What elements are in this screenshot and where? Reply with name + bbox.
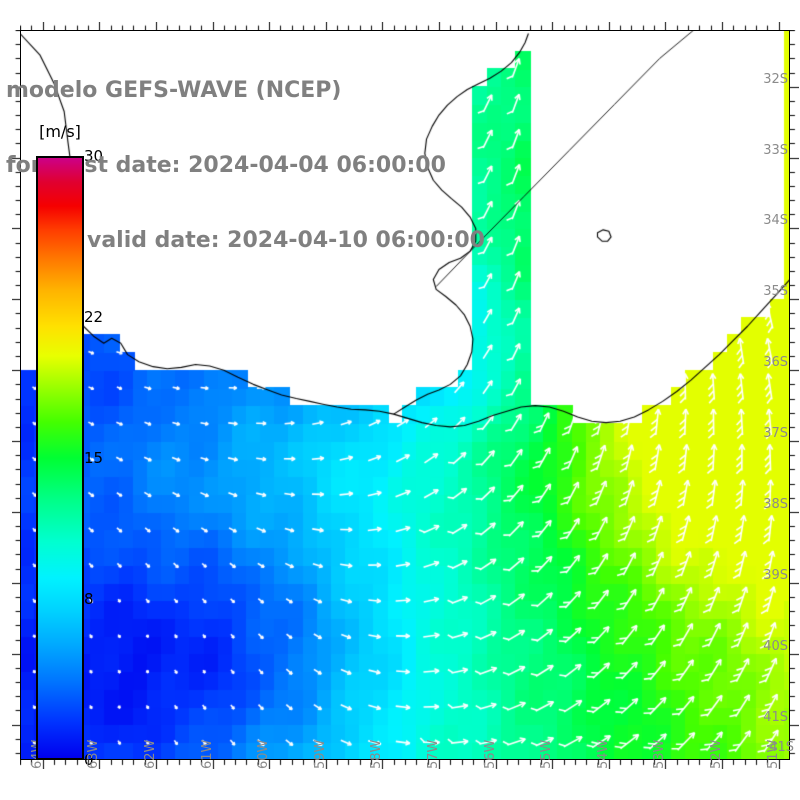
right-axis-ticks xyxy=(790,30,799,760)
colorbar-units-label: [m/s] xyxy=(39,122,81,141)
lon-tick-54W: 54W xyxy=(595,739,611,769)
lon-tick-58W: 58W xyxy=(369,739,385,769)
left-axis-ticks xyxy=(12,30,20,760)
bottom-axis-ticks xyxy=(20,760,790,769)
forecast-date-label: forecast date: 2024-04-04 06:00:00 xyxy=(6,153,446,178)
lat-tick-41S: 41S xyxy=(763,709,788,725)
map-plot-area xyxy=(20,30,790,760)
colorbar-tick-30: 30 xyxy=(84,147,104,165)
lat-tick-32S: 32S xyxy=(763,71,788,87)
lon-tick-61W: 61W xyxy=(199,739,215,769)
lat-tick-34S: 34S xyxy=(763,213,788,229)
lon-tick-63W: 63W xyxy=(86,739,102,769)
title-block: modelo GEFS-WAVE (NCEP) forecast date: 2… xyxy=(6,28,566,303)
lon-tick-60W: 60W xyxy=(256,739,272,769)
colorbar-tick-22: 22 xyxy=(84,308,104,327)
lon-tick-55W: 55W xyxy=(539,739,555,769)
lat-tick-40S: 40S xyxy=(763,638,788,654)
lon-tick-51W: 51W xyxy=(765,739,781,769)
lat-tick-35S: 35S xyxy=(763,284,788,300)
lat-tick-33S: 33S xyxy=(763,142,788,158)
colorbar-tick-8: 8 xyxy=(84,589,94,608)
top-axis-ticks xyxy=(20,22,790,30)
lon-tick-56W: 56W xyxy=(482,739,498,769)
model-title: modelo GEFS-WAVE (NCEP) xyxy=(6,78,342,103)
lat-tick-36S: 36S xyxy=(763,355,788,371)
valid-date-label: valid date: 2024-04-10 06:00:00 xyxy=(87,228,485,253)
lon-tick-52W: 52W xyxy=(709,739,725,769)
lon-tick-53W: 53W xyxy=(652,739,668,769)
lon-tick-62W: 62W xyxy=(142,739,158,769)
colorbar-tick-15: 15 xyxy=(84,449,104,467)
lat-tick-39S: 39S xyxy=(763,567,788,583)
map-gridlines xyxy=(20,30,790,760)
colorbar-tick-0: 0 xyxy=(84,751,94,769)
colorbar-gradient xyxy=(36,156,84,760)
lon-tick-57W: 57W xyxy=(425,739,441,769)
lat-tick-37S: 37S xyxy=(763,426,788,442)
lat-tick-41S-edge: 41S xyxy=(769,740,794,755)
lon-tick-59W: 59W xyxy=(312,739,328,769)
lat-tick-38S: 38S xyxy=(763,496,788,512)
